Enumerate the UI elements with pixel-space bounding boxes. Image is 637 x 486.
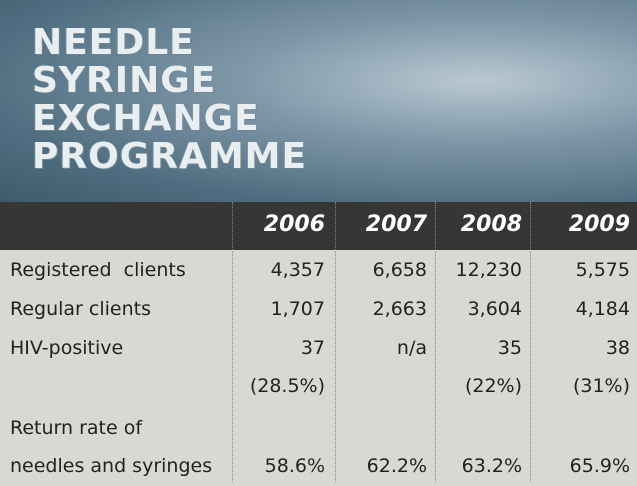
title-line: EXCHANGE [32, 98, 260, 139]
header-image [0, 0, 637, 202]
cell-value: (28.5%) [249, 375, 325, 397]
title-line: PROGRAMME [32, 136, 308, 177]
title-line: NEEDLE [32, 22, 195, 63]
cell-value: 35 [497, 337, 522, 359]
row-label: Regular clients [10, 298, 151, 320]
cell-value: (31%) [572, 375, 630, 397]
cell-value: 58.6% [264, 455, 325, 477]
cell-value: 5,575 [575, 259, 630, 281]
cell-value: 38 [605, 337, 630, 359]
column-header: 2009 [568, 212, 630, 237]
title-line: SYRINGE [32, 60, 217, 101]
cell-value: 4,184 [575, 298, 630, 320]
cell-value: 37 [300, 337, 325, 359]
cell-value: 6,658 [372, 259, 427, 281]
cell-value: 65.9% [569, 455, 630, 477]
column-separator [232, 202, 233, 482]
cell-value: 4,357 [270, 259, 325, 281]
cell-value: 63.2% [461, 455, 522, 477]
column-separator [530, 202, 531, 482]
cell-value: (22%) [464, 375, 522, 397]
row-label: Return rate of [10, 417, 143, 439]
row-label: Registered clients [10, 259, 186, 281]
cell-value: 3,604 [467, 298, 522, 320]
cell-value: 2,663 [372, 298, 427, 320]
column-header: 2006 [263, 212, 325, 237]
cell-value: 12,230 [455, 259, 522, 281]
column-header: 2008 [460, 212, 522, 237]
column-separator [335, 202, 336, 482]
column-header: 2007 [365, 212, 427, 237]
row-label: needles and syringes [10, 455, 213, 477]
cell-value: 1,707 [270, 298, 325, 320]
cell-value: n/a [396, 337, 427, 359]
column-separator [435, 202, 436, 482]
row-label: HIV-positive [10, 337, 124, 359]
cell-value: 62.2% [366, 455, 427, 477]
